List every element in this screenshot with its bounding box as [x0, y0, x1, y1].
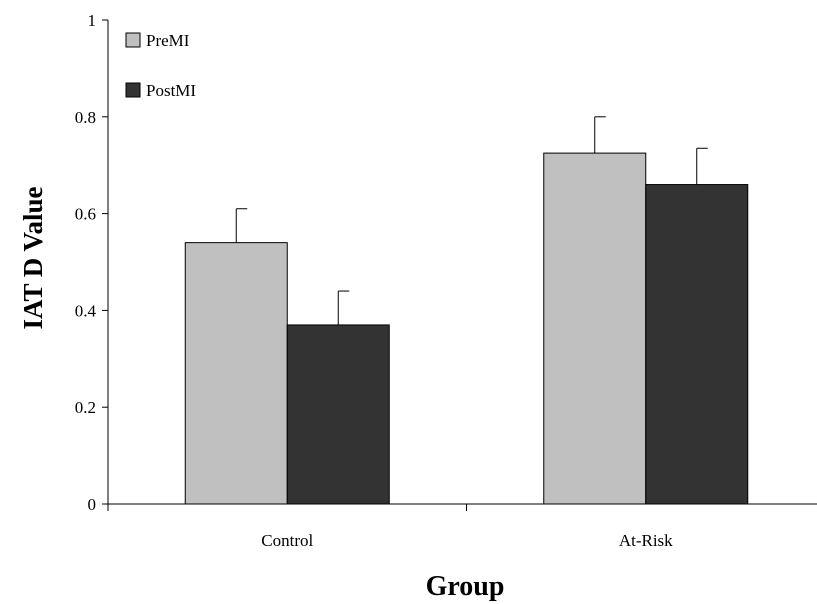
- y-tick-label: 0.6: [75, 205, 96, 224]
- legend-swatch: [125, 32, 141, 48]
- y-tick-label: 0.8: [75, 108, 96, 127]
- legend-swatch: [125, 82, 141, 98]
- bar: [286, 324, 390, 505]
- legend-label: PostMI: [146, 81, 196, 100]
- y-tick-label: 1: [88, 11, 97, 30]
- x-tick-label: At-Risk: [619, 531, 673, 550]
- x-axis: Control At-Risk: [107, 503, 817, 550]
- bar: [184, 242, 288, 505]
- bar: [645, 184, 749, 505]
- legend: PreMI PostMI: [125, 31, 196, 100]
- bar: [543, 152, 647, 505]
- legend-label: PreMI: [146, 31, 190, 50]
- y-tick-label: 0: [88, 495, 97, 514]
- y-tick-label: 0.2: [75, 398, 96, 417]
- y-axis: 0 0.2 0.4 0.6 0.8 1: [75, 11, 109, 514]
- x-tick-label: Control: [261, 531, 313, 550]
- y-tick-label: 0.4: [75, 301, 97, 320]
- plot-area: [184, 116, 749, 505]
- x-axis-title: Group: [426, 571, 505, 602]
- y-axis-title: IAT D Value: [18, 186, 48, 329]
